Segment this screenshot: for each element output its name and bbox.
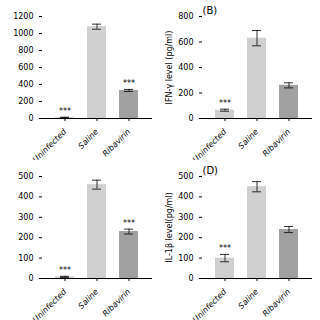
svg-text:100: 100 <box>18 254 33 263</box>
svg-text:1000: 1000 <box>13 29 33 38</box>
svg-text:800: 800 <box>18 46 33 55</box>
svg-text:200: 200 <box>178 233 193 242</box>
svg-text:800: 800 <box>178 12 193 21</box>
svg-text:(B): (B) <box>203 5 218 16</box>
svg-text:400: 400 <box>178 192 193 201</box>
svg-text:0: 0 <box>28 274 33 283</box>
svg-text:300: 300 <box>18 213 33 222</box>
svg-text:***: *** <box>123 79 135 88</box>
svg-text:Ribavirin: Ribavirin <box>261 287 292 318</box>
svg-text:200: 200 <box>18 233 33 242</box>
svg-text:Uninfected: Uninfected <box>31 127 69 160</box>
svg-text:600: 600 <box>178 38 193 47</box>
svg-text:***: *** <box>219 244 231 253</box>
svg-text:***: *** <box>123 219 135 228</box>
svg-text:(D): (D) <box>203 165 219 176</box>
svg-text:600: 600 <box>18 63 33 72</box>
svg-text:100: 100 <box>178 254 193 263</box>
svg-text:***: *** <box>59 266 71 275</box>
svg-text:Saline: Saline <box>237 127 261 151</box>
svg-text:Uninfected: Uninfected <box>191 127 229 160</box>
svg-text:Uninfected: Uninfected <box>31 287 69 320</box>
svg-text:0: 0 <box>188 274 193 283</box>
svg-text:1200: 1200 <box>13 12 33 21</box>
svg-text:0: 0 <box>188 114 193 123</box>
svg-text:IFN-γ level (pg/ml): IFN-γ level (pg/ml) <box>165 31 174 105</box>
svg-text:400: 400 <box>178 63 193 72</box>
svg-text:Ribavirin: Ribavirin <box>261 127 292 158</box>
svg-text:***: *** <box>59 107 71 116</box>
svg-text:Saline: Saline <box>237 287 261 311</box>
svg-text:Uninfected: Uninfected <box>191 287 229 320</box>
svg-text:400: 400 <box>18 80 33 89</box>
svg-text:Saline: Saline <box>77 127 101 151</box>
svg-text:500: 500 <box>178 172 193 181</box>
svg-text:400: 400 <box>18 192 33 201</box>
svg-text:Ribavirin: Ribavirin <box>101 287 132 318</box>
svg-text:***: *** <box>219 99 231 108</box>
svg-text:IL-1β level(pg/ml): IL-1β level(pg/ml) <box>165 192 174 262</box>
svg-text:500: 500 <box>18 172 33 181</box>
svg-text:Saline: Saline <box>77 287 101 311</box>
svg-text:0: 0 <box>28 114 33 123</box>
svg-text:200: 200 <box>178 89 193 98</box>
svg-text:Ribavirin: Ribavirin <box>101 127 132 158</box>
svg-text:200: 200 <box>18 97 33 106</box>
svg-text:300: 300 <box>178 213 193 222</box>
